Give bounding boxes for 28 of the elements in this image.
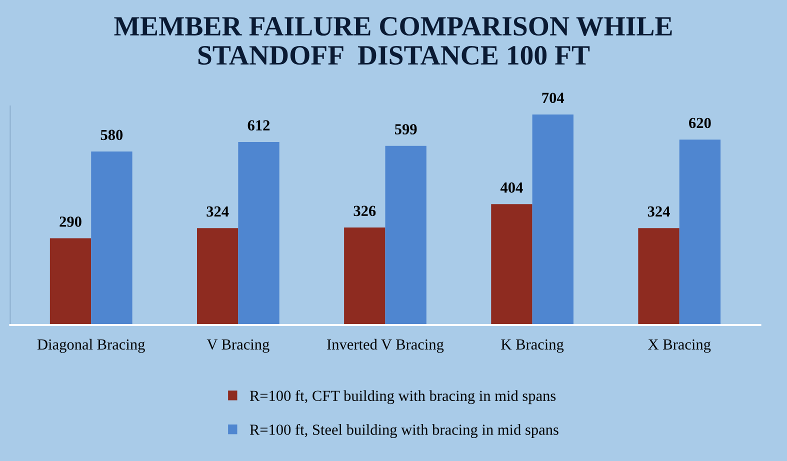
data-label: 326 — [354, 206, 376, 216]
chart-title: MEMBER FAILURE COMPARISON WHILE STANDOFF DISTANCE 100 FT — [114, 17, 672, 65]
legend-label: R=100 ft, CFT building with bracing in mid spans — [250, 390, 556, 404]
data-label: 290 — [60, 216, 82, 227]
bar — [50, 238, 92, 326]
bar — [344, 228, 386, 326]
data-label: 324 — [648, 206, 670, 217]
data-label: 612 — [248, 120, 270, 131]
bar — [238, 142, 280, 326]
bar — [197, 228, 238, 326]
x-tick-label: Inverted V Bracing — [327, 338, 444, 353]
bar — [491, 204, 532, 326]
data-label: 324 — [206, 206, 229, 217]
bar — [638, 228, 680, 326]
bar — [385, 146, 426, 326]
bar — [91, 152, 132, 326]
x-tick-label: Diagonal Bracing — [37, 338, 145, 353]
data-label: 704 — [542, 92, 564, 104]
x-tick-label: K Bracing — [501, 339, 564, 353]
legend-label: R=100 ft, Steel building with bracing in mid spans — [250, 424, 558, 438]
x-tick-label: V Bracing — [206, 339, 270, 353]
bar — [532, 114, 574, 326]
data-label: 580 — [100, 130, 123, 140]
data-label: 599 — [394, 124, 417, 134]
data-label: 404 — [500, 182, 523, 193]
bar — [679, 140, 721, 326]
x-tick-label: X Bracing — [648, 339, 711, 353]
data-label: 620 — [689, 118, 711, 128]
